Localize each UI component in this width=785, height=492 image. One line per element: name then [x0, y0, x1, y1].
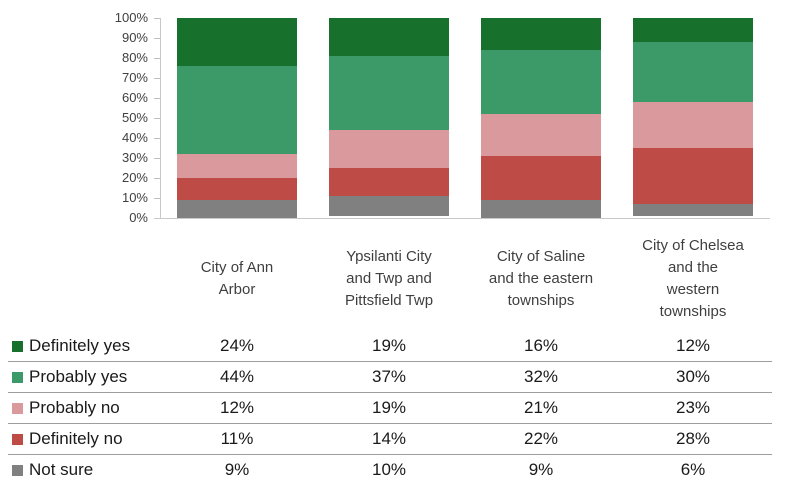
table-row: Definitely no 11% 14% 22% 28%: [8, 424, 772, 455]
value-cell: 16%: [523, 336, 559, 355]
bar-segment: [481, 50, 601, 114]
value-cell: 24%: [219, 336, 255, 355]
y-axis-tick-label: 0%: [129, 210, 148, 225]
table-row: Probably yes 44% 37% 32% 30%: [8, 362, 772, 393]
legend-label: Probably no: [29, 398, 120, 417]
plot-area: [161, 18, 769, 218]
y-axis-tick-mark: [154, 138, 161, 139]
bar-segment: [633, 204, 753, 216]
y-axis-tick-mark: [154, 98, 161, 99]
value-cell: 28%: [675, 429, 711, 448]
value-cell: 19%: [371, 398, 407, 417]
legend-cell: Not sure: [8, 460, 161, 480]
category-label: City of Chelsea and the western townships: [642, 237, 744, 320]
value-cell: 23%: [675, 398, 711, 417]
table-row: Definitely yes 24% 19% 16% 12%: [8, 331, 772, 362]
y-axis-tick-mark: [154, 158, 161, 159]
table-row: Probably no 12% 19% 21% 23%: [8, 393, 772, 424]
table-row: Not sure 9% 10% 9% 6%: [8, 455, 772, 485]
bar-segment: [329, 168, 449, 196]
legend-label: Definitely yes: [29, 336, 131, 355]
legend-cell: Definitely no: [8, 429, 161, 449]
y-axis-tick-label: 60%: [121, 90, 148, 105]
legend-cell: Definitely yes: [8, 336, 161, 356]
y-axis-tick-mark: [154, 198, 161, 199]
y-axis-tick-label: 100%: [114, 10, 148, 25]
legend-data-table: Definitely yes 24% 19% 16% 12% Probably yes 44…: [8, 331, 772, 485]
value-cell: 9%: [224, 460, 250, 479]
bar-segment: [633, 148, 753, 204]
value-cell: 9%: [528, 460, 554, 479]
y-axis-tick-label: 70%: [121, 70, 148, 85]
bar-segment: [481, 18, 601, 50]
x-axis-category-labels: City of Ann Arbor Ypsilanti City and Twp an…: [161, 228, 769, 330]
stacked-bar: [633, 18, 753, 218]
y-axis-tick-label: 50%: [121, 110, 148, 125]
value-cell: 11%: [220, 429, 254, 448]
legend-cell: Probably yes: [8, 367, 161, 387]
y-axis-tick-label: 20%: [121, 170, 148, 185]
bar-segment: [633, 18, 753, 42]
y-axis-tick-mark: [154, 118, 161, 119]
y-axis-line: [160, 18, 161, 219]
legend-cell: Probably no: [8, 398, 161, 418]
value-cell: 30%: [675, 367, 711, 386]
value-cell: 10%: [371, 460, 407, 479]
stacked-bar: [481, 18, 601, 218]
value-cell: 32%: [523, 367, 559, 386]
y-axis-tick-mark: [154, 78, 161, 79]
legend-label: Not sure: [29, 460, 94, 479]
y-axis-tick-mark: [154, 178, 161, 179]
legend-label: Definitely no: [29, 429, 123, 448]
value-cell: 6%: [680, 460, 706, 479]
bar-segment: [177, 154, 297, 178]
legend-swatch: [12, 340, 23, 352]
stacked-bar: [329, 18, 449, 218]
y-axis-tick-mark: [154, 58, 161, 59]
value-cell: 14%: [371, 429, 407, 448]
value-cell: 12%: [219, 398, 255, 417]
legend-swatch: [12, 371, 23, 383]
value-cell: 22%: [523, 429, 559, 448]
value-cell: 44%: [219, 367, 255, 386]
bar-segment: [329, 130, 449, 168]
y-axis-tick-label: 10%: [121, 190, 148, 205]
bar-segment: [329, 56, 449, 130]
value-cell: 37%: [371, 367, 407, 386]
y-axis-tick-label: 90%: [121, 30, 148, 45]
value-cell: 19%: [371, 336, 407, 355]
bar-segment: [177, 178, 297, 200]
bar-segment: [481, 200, 601, 218]
legend-swatch: [12, 464, 23, 476]
y-axis-tick-label: 80%: [121, 50, 148, 65]
bar-segment: [481, 156, 601, 200]
bar-segment: [633, 42, 753, 102]
bar-segment: [177, 200, 297, 218]
value-cell: 21%: [523, 398, 559, 417]
category-label: City of Ann Arbor: [200, 259, 274, 298]
bar-segment: [329, 196, 449, 216]
bar-segment: [177, 66, 297, 154]
category-label: City of Saline and the eastern townships: [488, 248, 594, 309]
y-axis-tick-mark: [154, 18, 161, 19]
value-cell: 12%: [675, 336, 711, 355]
x-axis-line: [154, 218, 770, 219]
bar-segment: [177, 18, 297, 66]
bar-segment: [633, 102, 753, 148]
legend-swatch: [12, 402, 23, 414]
stacked-bar: [177, 18, 297, 218]
y-axis-tick-mark: [154, 38, 161, 39]
y-axis-tick-label: 30%: [121, 150, 148, 165]
bar-segment: [329, 18, 449, 56]
bar-segment: [481, 114, 601, 156]
y-axis-tick-label: 40%: [121, 130, 148, 145]
category-label: Ypsilanti City and Twp and Pittsfield Twp: [344, 248, 434, 309]
legend-label: Probably yes: [29, 367, 128, 386]
legend-swatch: [12, 433, 23, 445]
